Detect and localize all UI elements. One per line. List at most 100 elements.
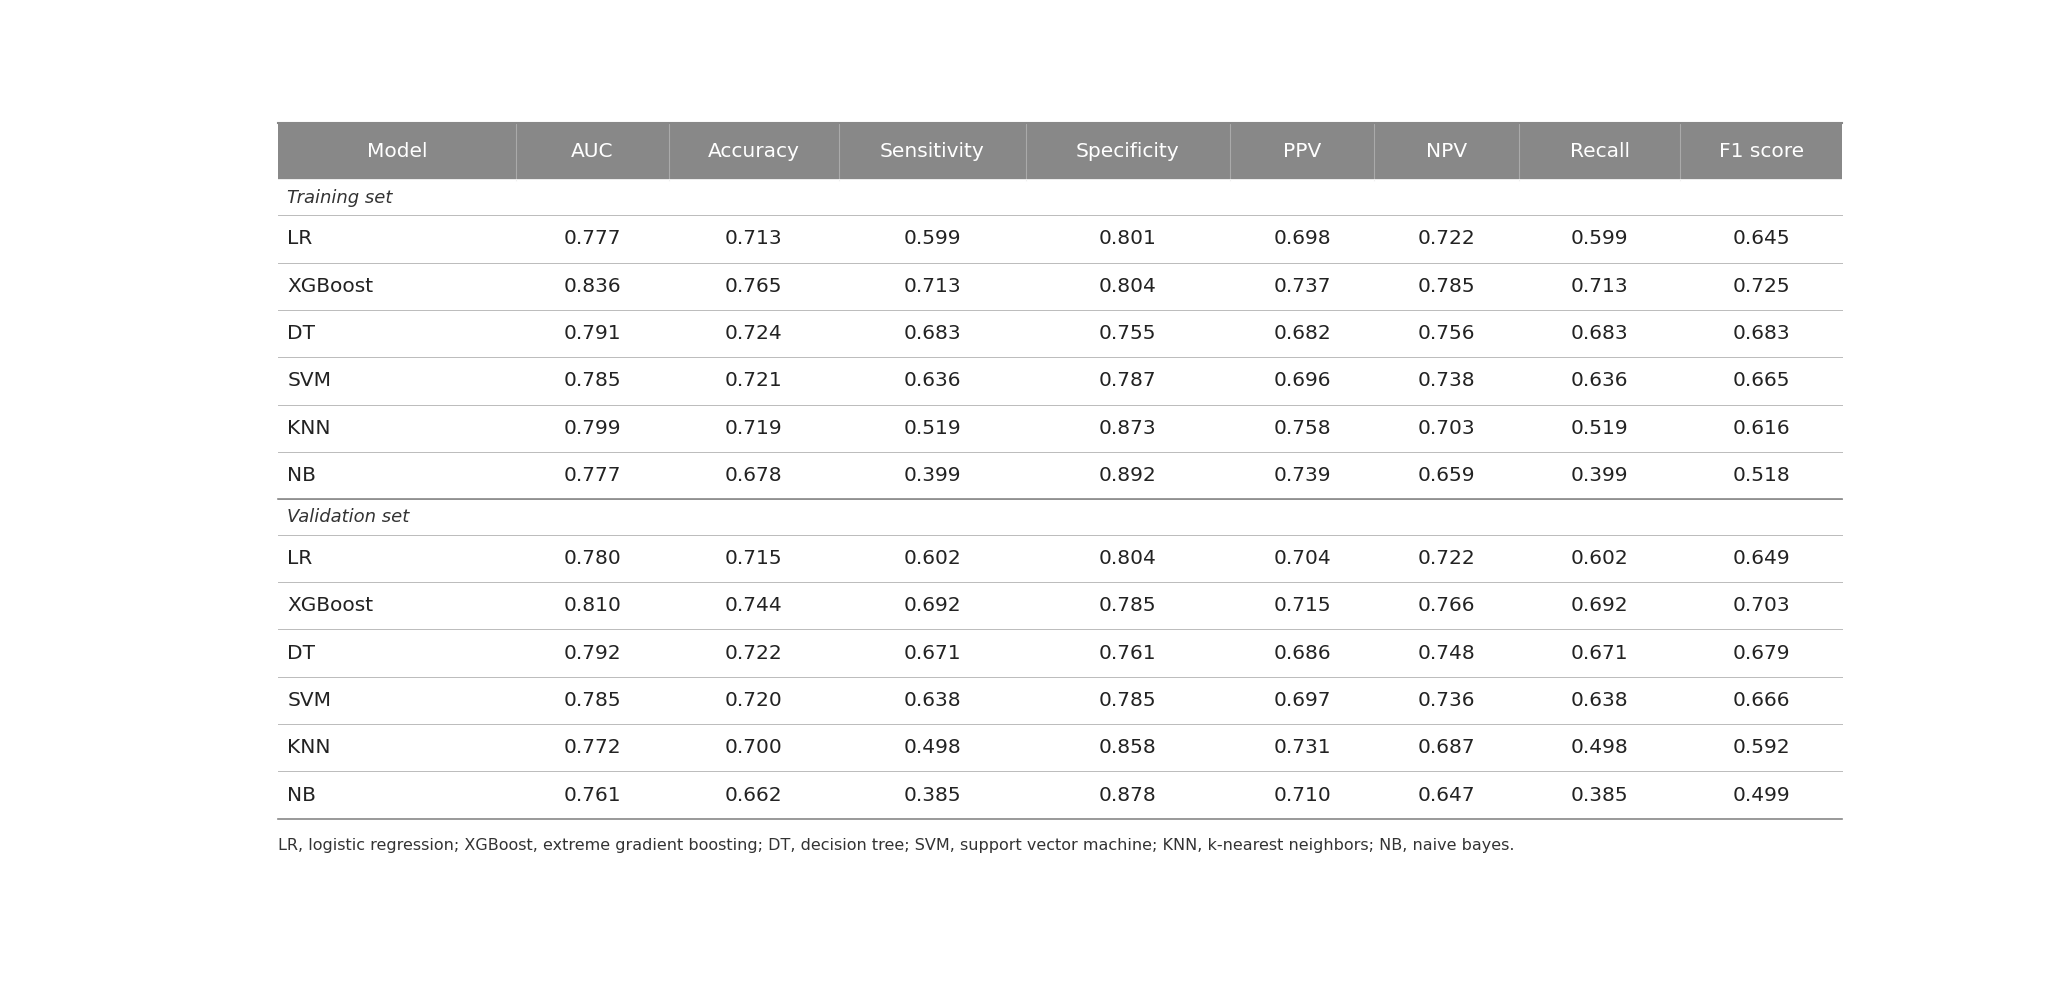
Text: 0.647: 0.647 bbox=[1419, 785, 1474, 804]
Text: 0.719: 0.719 bbox=[726, 419, 782, 438]
Text: 0.710: 0.710 bbox=[1274, 785, 1332, 804]
Text: 0.725: 0.725 bbox=[1733, 277, 1791, 296]
Text: 0.772: 0.772 bbox=[562, 738, 620, 758]
Text: 0.662: 0.662 bbox=[726, 785, 782, 804]
Text: 0.810: 0.810 bbox=[562, 596, 620, 616]
Text: 0.756: 0.756 bbox=[1419, 324, 1474, 344]
Text: 0.761: 0.761 bbox=[562, 785, 620, 804]
Text: LR: LR bbox=[287, 549, 312, 568]
Text: 0.777: 0.777 bbox=[562, 466, 620, 486]
Text: 0.671: 0.671 bbox=[904, 643, 962, 662]
Text: Model: Model bbox=[366, 142, 426, 161]
Text: 0.519: 0.519 bbox=[1572, 419, 1628, 438]
Text: 0.836: 0.836 bbox=[562, 277, 620, 296]
Text: PPV: PPV bbox=[1282, 142, 1321, 161]
Text: 0.686: 0.686 bbox=[1274, 643, 1332, 662]
Text: 0.785: 0.785 bbox=[1098, 596, 1156, 616]
Text: 0.700: 0.700 bbox=[726, 738, 782, 758]
Text: DT: DT bbox=[287, 643, 314, 662]
Text: Recall: Recall bbox=[1570, 142, 1630, 161]
Text: 0.737: 0.737 bbox=[1274, 277, 1332, 296]
Text: 0.599: 0.599 bbox=[1572, 229, 1628, 248]
Text: F1 score: F1 score bbox=[1719, 142, 1803, 161]
Text: Sensitivity: Sensitivity bbox=[881, 142, 984, 161]
Text: 0.499: 0.499 bbox=[1733, 785, 1791, 804]
Text: 0.671: 0.671 bbox=[1572, 643, 1628, 662]
Text: 0.758: 0.758 bbox=[1274, 419, 1332, 438]
Text: 0.873: 0.873 bbox=[1098, 419, 1156, 438]
Text: 0.518: 0.518 bbox=[1733, 466, 1791, 486]
Text: 0.703: 0.703 bbox=[1419, 419, 1474, 438]
Text: 0.638: 0.638 bbox=[904, 691, 962, 710]
Text: 0.682: 0.682 bbox=[1274, 324, 1332, 344]
Text: Accuracy: Accuracy bbox=[707, 142, 800, 161]
Text: 0.703: 0.703 bbox=[1733, 596, 1791, 616]
Text: 0.519: 0.519 bbox=[904, 419, 962, 438]
Text: 0.713: 0.713 bbox=[726, 229, 782, 248]
Text: 0.704: 0.704 bbox=[1274, 549, 1332, 568]
Text: NB: NB bbox=[287, 466, 316, 486]
Text: 0.739: 0.739 bbox=[1274, 466, 1332, 486]
Text: 0.785: 0.785 bbox=[562, 371, 620, 390]
Text: SVM: SVM bbox=[287, 691, 331, 710]
Text: 0.399: 0.399 bbox=[904, 466, 962, 486]
Text: 0.399: 0.399 bbox=[1572, 466, 1628, 486]
Text: NB: NB bbox=[287, 785, 316, 804]
Text: 0.683: 0.683 bbox=[1733, 324, 1791, 344]
Text: KNN: KNN bbox=[287, 419, 331, 438]
Text: 0.722: 0.722 bbox=[1419, 229, 1477, 248]
Text: 0.636: 0.636 bbox=[1572, 371, 1628, 390]
Text: 0.692: 0.692 bbox=[1572, 596, 1628, 616]
Text: 0.659: 0.659 bbox=[1419, 466, 1474, 486]
Text: 0.665: 0.665 bbox=[1733, 371, 1791, 390]
Text: 0.645: 0.645 bbox=[1733, 229, 1791, 248]
Text: 0.736: 0.736 bbox=[1419, 691, 1474, 710]
Text: 0.878: 0.878 bbox=[1098, 785, 1156, 804]
Text: 0.698: 0.698 bbox=[1274, 229, 1332, 248]
Text: 0.892: 0.892 bbox=[1098, 466, 1156, 486]
Text: LR, logistic regression; XGBoost, extreme gradient boosting; DT, decision tree; : LR, logistic regression; XGBoost, extrem… bbox=[277, 838, 1514, 853]
Text: 0.715: 0.715 bbox=[726, 549, 782, 568]
Text: 0.744: 0.744 bbox=[726, 596, 782, 616]
Text: NPV: NPV bbox=[1427, 142, 1466, 161]
Text: LR: LR bbox=[287, 229, 312, 248]
Text: 0.638: 0.638 bbox=[1572, 691, 1628, 710]
Text: 0.858: 0.858 bbox=[1098, 738, 1156, 758]
Text: 0.715: 0.715 bbox=[1274, 596, 1332, 616]
Text: 0.792: 0.792 bbox=[562, 643, 620, 662]
Text: 0.683: 0.683 bbox=[1572, 324, 1628, 344]
Text: 0.791: 0.791 bbox=[562, 324, 620, 344]
Text: 0.616: 0.616 bbox=[1733, 419, 1791, 438]
Text: 0.799: 0.799 bbox=[562, 419, 620, 438]
Text: KNN: KNN bbox=[287, 738, 331, 758]
Text: 0.748: 0.748 bbox=[1419, 643, 1477, 662]
Text: 0.679: 0.679 bbox=[1733, 643, 1791, 662]
Text: 0.687: 0.687 bbox=[1419, 738, 1474, 758]
Text: 0.780: 0.780 bbox=[562, 549, 620, 568]
Text: 0.721: 0.721 bbox=[726, 371, 782, 390]
Text: 0.801: 0.801 bbox=[1098, 229, 1156, 248]
Text: 0.678: 0.678 bbox=[726, 466, 782, 486]
Text: 0.766: 0.766 bbox=[1419, 596, 1474, 616]
Text: 0.713: 0.713 bbox=[1572, 277, 1628, 296]
Text: DT: DT bbox=[287, 324, 314, 344]
Text: 0.761: 0.761 bbox=[1098, 643, 1156, 662]
Text: 0.713: 0.713 bbox=[904, 277, 962, 296]
Text: SVM: SVM bbox=[287, 371, 331, 390]
Text: 0.692: 0.692 bbox=[904, 596, 962, 616]
Text: 0.649: 0.649 bbox=[1733, 549, 1791, 568]
Bar bbox=[277, 123, 1843, 180]
Text: 0.498: 0.498 bbox=[1572, 738, 1630, 758]
Text: 0.599: 0.599 bbox=[904, 229, 962, 248]
Text: 0.498: 0.498 bbox=[904, 738, 962, 758]
Text: 0.785: 0.785 bbox=[1419, 277, 1474, 296]
Text: 0.666: 0.666 bbox=[1733, 691, 1791, 710]
Text: 0.602: 0.602 bbox=[1572, 549, 1630, 568]
Text: 0.785: 0.785 bbox=[562, 691, 620, 710]
Text: 0.755: 0.755 bbox=[1098, 324, 1156, 344]
Text: 0.785: 0.785 bbox=[1098, 691, 1156, 710]
Text: 0.602: 0.602 bbox=[904, 549, 962, 568]
Text: 0.697: 0.697 bbox=[1274, 691, 1332, 710]
Text: 0.722: 0.722 bbox=[726, 643, 782, 662]
Text: XGBoost: XGBoost bbox=[287, 596, 374, 616]
